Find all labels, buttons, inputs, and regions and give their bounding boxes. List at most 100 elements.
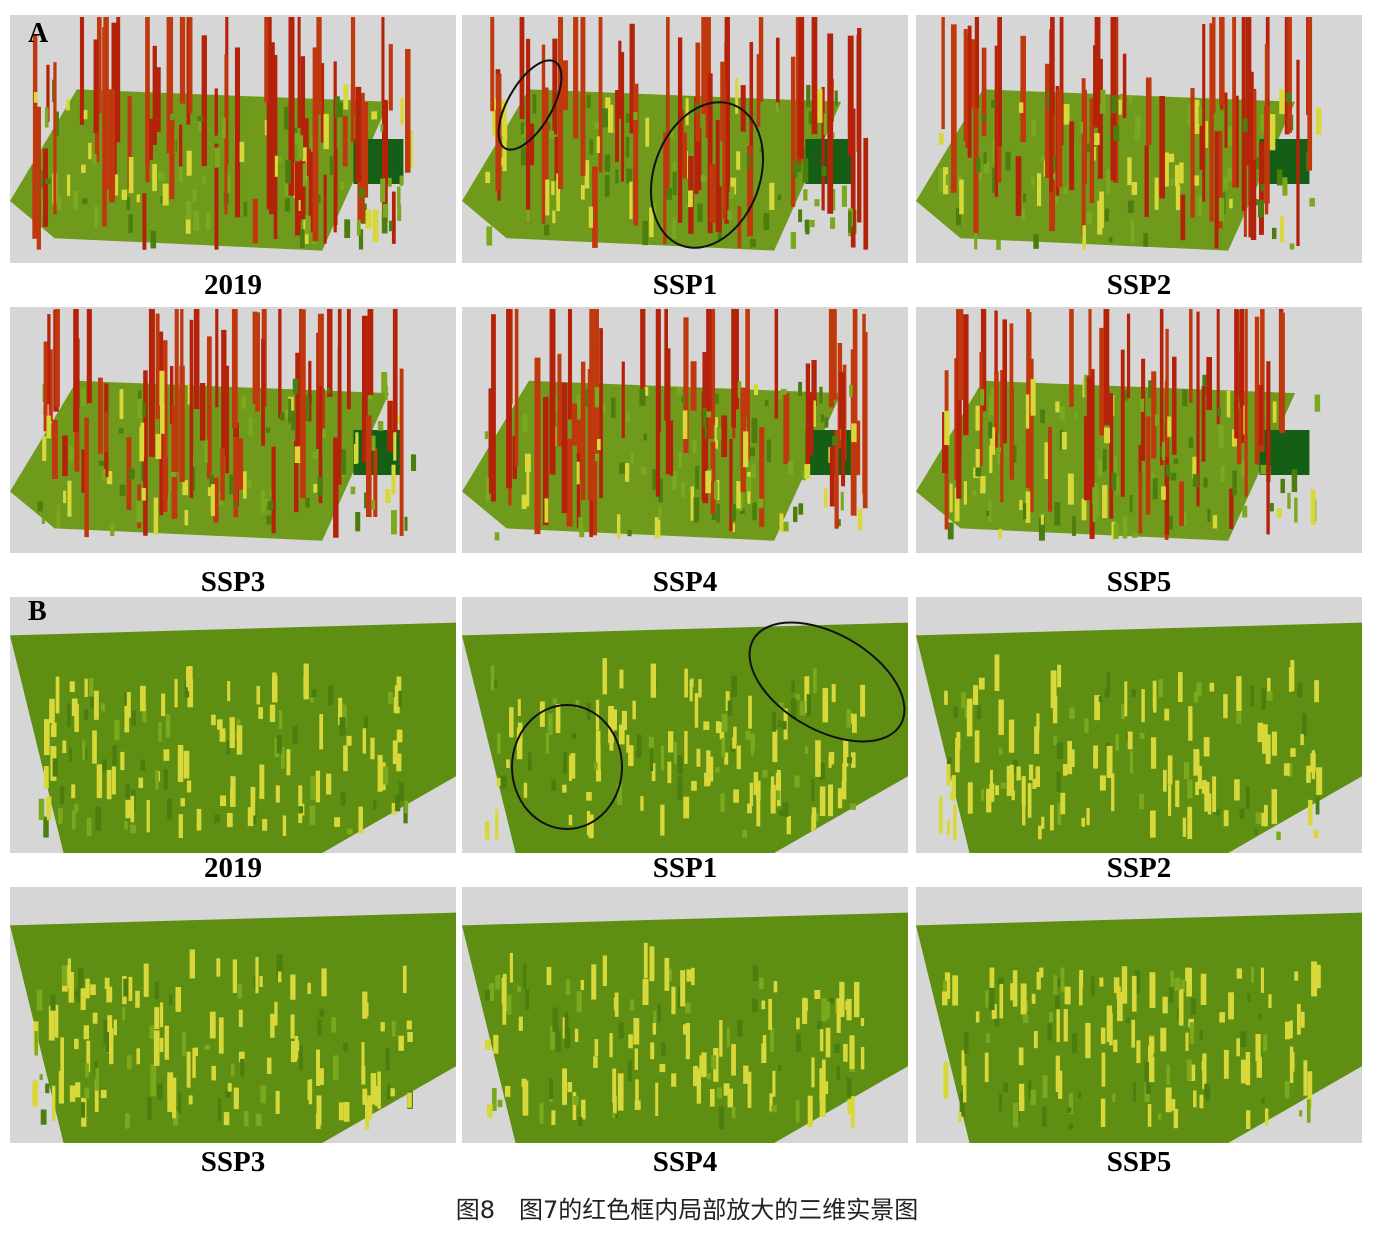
building-bar [685, 1002, 691, 1014]
building-bar [241, 395, 247, 409]
building-bar [382, 203, 389, 218]
building-bar [333, 437, 339, 538]
building-bar [512, 435, 517, 479]
building-bar [602, 108, 608, 128]
building-bar [484, 989, 490, 1001]
building-bar [575, 699, 580, 709]
building-bar [834, 90, 838, 106]
building-bar [1227, 167, 1233, 182]
building-bar [162, 183, 169, 206]
building-bar [156, 67, 161, 132]
building-bar [380, 178, 386, 203]
building-bar [715, 119, 720, 232]
rendering [916, 597, 1362, 853]
building-bar [50, 994, 56, 1011]
building-bar [939, 796, 943, 834]
building-bar [587, 369, 594, 501]
building-bar [338, 1102, 344, 1121]
building-bar [221, 117, 226, 139]
building-bar [706, 406, 712, 418]
building-bar [1079, 970, 1084, 989]
building-bar [1131, 182, 1138, 195]
building-bar [1168, 987, 1174, 1003]
building-bar [1314, 394, 1321, 412]
building-bar [970, 39, 976, 109]
building-bar [1218, 130, 1223, 229]
building-bar [367, 1095, 373, 1120]
building-bar [340, 458, 347, 475]
building-bar [550, 1025, 555, 1050]
building-bar [839, 981, 845, 1017]
building-bar [518, 1016, 523, 1031]
building-bar [492, 97, 497, 136]
building-bar [613, 997, 619, 1011]
building-bar [964, 706, 969, 719]
building-bar [1219, 1012, 1226, 1023]
building-bar [756, 780, 761, 800]
building-bar [778, 1064, 782, 1071]
building-bar [729, 186, 735, 199]
building-bar [963, 314, 969, 436]
building-bar [1193, 749, 1200, 776]
building-bar [544, 224, 550, 236]
building-bar [243, 1110, 249, 1127]
building-bar [346, 309, 351, 410]
building-bar [383, 103, 388, 178]
building-bar [1154, 414, 1160, 427]
building-bar [649, 207, 654, 238]
building-bar [33, 91, 38, 103]
building-bar [1236, 409, 1242, 465]
building-bar [381, 210, 388, 234]
building-bar [980, 475, 986, 494]
building-bar [664, 957, 670, 991]
building-bar [786, 815, 791, 835]
building-bar [804, 464, 811, 479]
building-bar [55, 676, 60, 714]
building-bar [391, 510, 397, 535]
building-bar [976, 705, 982, 720]
building-bar [514, 309, 519, 466]
rendering [916, 307, 1362, 553]
building-bar [1109, 393, 1114, 519]
building-bar [749, 447, 756, 457]
building-bar [562, 784, 567, 793]
building-bar [404, 800, 409, 814]
building-bar [1185, 1032, 1189, 1051]
building-bar [963, 1066, 967, 1103]
building-bar [1255, 198, 1259, 206]
building-bar [723, 1083, 730, 1096]
building-bar [832, 436, 838, 446]
building-bar [1111, 521, 1116, 540]
building-bar [1055, 401, 1060, 413]
building-bar [1069, 309, 1074, 407]
building-bar [90, 984, 96, 996]
building-bar [525, 38, 531, 224]
building-bar [684, 730, 688, 764]
building-bar [101, 469, 106, 481]
building-bar [1030, 1089, 1036, 1106]
building-bar [331, 1017, 337, 1033]
building-bar [619, 724, 625, 745]
building-bar [1040, 409, 1045, 424]
building-bar [693, 1065, 699, 1087]
building-bar [355, 511, 361, 532]
building-bar [828, 309, 834, 408]
building-bar [1182, 817, 1187, 837]
building-bar [32, 165, 38, 239]
building-bar [823, 113, 827, 135]
building-bar [1044, 63, 1051, 179]
building-bar [1162, 441, 1166, 461]
building-bar [121, 189, 127, 200]
building-bar [180, 798, 185, 807]
building-bar [594, 387, 600, 408]
building-bar [1245, 786, 1250, 809]
building-bar [945, 174, 950, 185]
building-bar [1040, 514, 1044, 525]
building-bar [640, 309, 646, 406]
building-bar [1209, 682, 1215, 692]
building-bar [1154, 177, 1159, 210]
building-bar [975, 460, 982, 477]
building-bar [727, 700, 733, 717]
building-bar [1167, 515, 1173, 530]
building-bar [1121, 704, 1125, 720]
